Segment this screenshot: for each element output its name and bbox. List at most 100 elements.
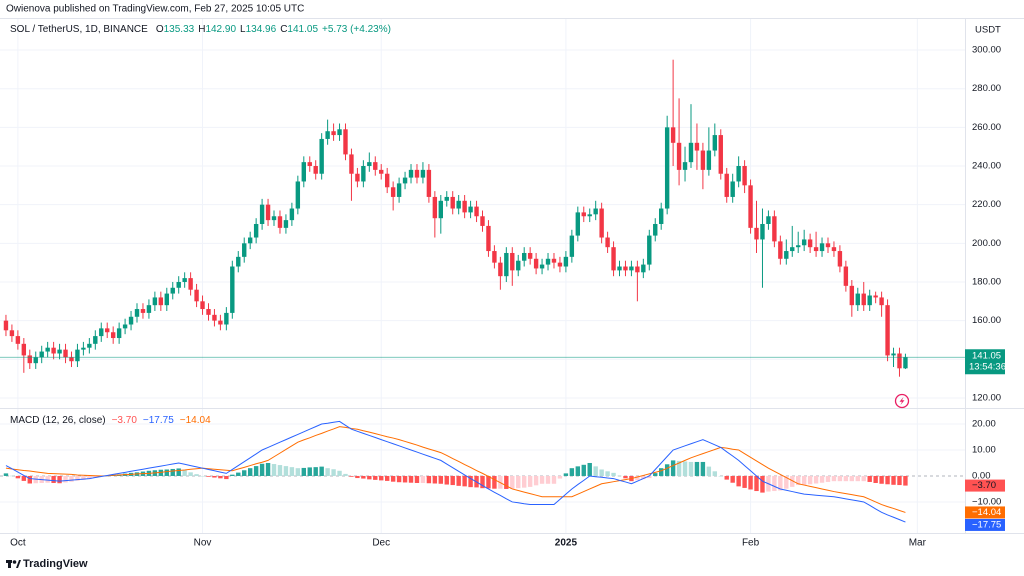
candle-body [629, 266, 634, 271]
ohlc-value: 141.05 [287, 24, 318, 35]
icon-ring [894, 393, 910, 409]
candle-body [271, 216, 277, 221]
candle-body [45, 347, 50, 352]
candle-body [760, 223, 765, 240]
candle-body [236, 256, 241, 267]
x-tick-label: Nov [194, 538, 212, 549]
candle-body [563, 256, 569, 267]
signal-tag [965, 506, 1005, 519]
y-tick-label: 260.00 [972, 122, 1001, 133]
histogram-bar [748, 475, 753, 490]
candle-body [688, 142, 694, 163]
price-tag-value: 141.05 [972, 350, 1001, 361]
histogram-bar [575, 466, 581, 476]
histogram-bar [807, 475, 813, 485]
histogram-bar [897, 475, 902, 486]
histogram-bar [527, 475, 533, 487]
candle-body [510, 252, 515, 271]
candle-body [456, 200, 461, 209]
histogram-bar [563, 473, 569, 476]
candle-body [468, 206, 473, 213]
histogram-bar [754, 475, 759, 492]
histogram-bar [355, 475, 360, 479]
histogram-bar [265, 462, 271, 476]
histogram-bar [712, 471, 718, 476]
histogram-bar [468, 475, 473, 488]
histogram-bar [230, 474, 235, 476]
histogram-bar [533, 475, 539, 486]
histogram-bar [813, 475, 819, 484]
candle-body [706, 150, 712, 170]
candle-body [801, 239, 807, 246]
histogram-bar [635, 475, 640, 481]
histogram-bar [492, 475, 497, 489]
symbol: SOL / TetherUS, 1D, BINANCE [10, 24, 148, 35]
histogram-bar [331, 469, 336, 476]
candle-body [390, 187, 396, 197]
ohlc-key: H [198, 24, 205, 35]
candle-body [754, 227, 759, 240]
candle-body [843, 266, 849, 286]
candle-body [551, 258, 557, 263]
histogram-bar [784, 475, 789, 489]
candle-body [313, 166, 318, 174]
histogram-bar [539, 475, 545, 484]
candle-body [659, 208, 664, 224]
candle-body [813, 247, 819, 252]
candle-body [188, 278, 193, 290]
histogram-bar [861, 475, 866, 482]
histogram-bar [599, 469, 604, 476]
signal-tag-label: −14.04 [972, 507, 1001, 518]
histogram-bar [641, 475, 646, 480]
histogram-bar [885, 475, 890, 485]
candle-body [218, 320, 223, 325]
histogram-bar [253, 466, 259, 476]
histogram-bar [801, 475, 807, 486]
candle-body [51, 347, 56, 354]
candle-body [575, 212, 581, 236]
candle-body [194, 289, 199, 302]
brand-logo [6, 560, 21, 568]
histogram-bar [408, 475, 414, 483]
icon-bolt [899, 397, 905, 405]
y-tick-label: 300.00 [972, 45, 1001, 56]
histogram-bar [206, 475, 211, 477]
macd-tag [965, 518, 1005, 531]
macd-legend-value: −17.75 [143, 415, 174, 426]
lightning-icon [894, 393, 910, 409]
histogram-tag [965, 479, 1005, 492]
candle-body [21, 343, 27, 356]
candle-body [557, 262, 563, 267]
candle-body [504, 252, 509, 277]
candle-body [581, 212, 586, 217]
candle-body [623, 266, 628, 271]
candle-body [200, 301, 205, 310]
candle-body [355, 173, 360, 182]
candle-body [605, 237, 610, 248]
histogram-bar [396, 475, 402, 483]
candle-body [790, 247, 795, 252]
histogram-bar [659, 468, 664, 476]
histogram-bar [283, 466, 289, 476]
candle-body [93, 336, 98, 344]
candle-body [122, 324, 128, 329]
candle-body [569, 235, 575, 257]
histogram-bar [426, 475, 432, 484]
currency: USDT [975, 25, 1001, 36]
histogram-bar [420, 475, 426, 483]
histogram-bar [51, 475, 56, 483]
candle-body [664, 127, 670, 209]
candle-body [75, 349, 80, 362]
histogram-bar [93, 475, 98, 478]
histogram-bar [21, 475, 27, 481]
candle-body [331, 131, 336, 136]
histogram-bar [9, 475, 15, 477]
y-tick-label: −10.00 [972, 496, 1001, 507]
histogram-bar [516, 475, 521, 489]
candle-body [718, 135, 723, 174]
histogram-bar [450, 475, 455, 486]
candle-body [396, 183, 402, 197]
signal-line [5, 426, 906, 513]
ohlc-key: O [156, 24, 164, 35]
